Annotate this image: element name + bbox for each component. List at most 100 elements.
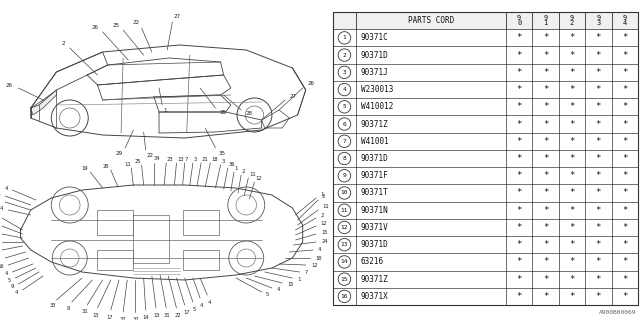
Text: *: *	[543, 33, 548, 42]
Text: *: *	[543, 102, 548, 111]
Text: *: *	[622, 137, 627, 146]
Text: *: *	[569, 68, 575, 77]
Bar	[182, 250, 218, 270]
Text: 5: 5	[193, 307, 196, 312]
Text: *: *	[569, 292, 575, 301]
Text: 3: 3	[221, 159, 225, 164]
Text: *: *	[596, 154, 601, 163]
Text: 11: 11	[249, 172, 256, 177]
Text: 8: 8	[67, 306, 70, 311]
Text: 22: 22	[132, 20, 140, 25]
Text: *: *	[596, 292, 601, 301]
Text: *: *	[596, 188, 601, 197]
Bar	[333, 150, 638, 167]
Bar	[182, 210, 218, 235]
Text: *: *	[516, 240, 522, 249]
Text: 4: 4	[200, 303, 204, 308]
Text: 35: 35	[219, 110, 226, 115]
Text: 13: 13	[177, 156, 183, 162]
Bar	[333, 98, 638, 116]
Text: *: *	[516, 223, 522, 232]
Text: 16: 16	[0, 264, 3, 269]
Text: 4: 4	[4, 186, 8, 190]
Bar	[333, 184, 638, 202]
Text: 90371N: 90371N	[361, 206, 388, 215]
Text: 9
0: 9 0	[517, 15, 521, 26]
Text: 90371Z: 90371Z	[361, 120, 388, 129]
Text: *: *	[622, 188, 627, 197]
Polygon shape	[31, 90, 56, 115]
Text: W41001: W41001	[361, 137, 388, 146]
Text: *: *	[516, 154, 522, 163]
Text: 2: 2	[242, 169, 245, 173]
Text: PARTS CORD: PARTS CORD	[408, 16, 454, 25]
Bar	[333, 116, 638, 133]
Text: *: *	[622, 154, 627, 163]
Text: *: *	[543, 257, 548, 267]
Text: 8: 8	[342, 156, 346, 161]
Text: 22: 22	[175, 313, 181, 318]
Text: 12: 12	[255, 176, 262, 181]
Bar	[333, 202, 638, 219]
Bar	[333, 253, 638, 270]
Text: *: *	[516, 51, 522, 60]
Text: 20: 20	[103, 164, 109, 169]
Text: 5: 5	[266, 292, 269, 297]
Text: *: *	[622, 257, 627, 267]
Bar	[333, 81, 638, 98]
Text: *: *	[622, 51, 627, 60]
Text: *: *	[622, 85, 627, 94]
Text: 13: 13	[340, 242, 348, 247]
Text: *: *	[596, 275, 601, 284]
Text: 90371Z: 90371Z	[361, 275, 388, 284]
Bar	[333, 236, 638, 253]
Text: *: *	[569, 171, 575, 180]
Text: 2: 2	[62, 41, 65, 46]
Text: *: *	[622, 223, 627, 232]
Text: 9
1: 9 1	[543, 15, 548, 26]
Text: *: *	[543, 275, 548, 284]
Bar	[333, 288, 638, 305]
Text: 27: 27	[290, 93, 297, 99]
Text: 36: 36	[228, 162, 235, 167]
Text: 28: 28	[246, 111, 253, 116]
Text: *: *	[596, 137, 601, 146]
Text: *: *	[569, 275, 575, 284]
Text: *: *	[543, 292, 548, 301]
Text: 25: 25	[112, 23, 119, 28]
Text: 26: 26	[307, 81, 314, 86]
Text: 1: 1	[298, 276, 301, 282]
Text: *: *	[569, 120, 575, 129]
Text: 9
2: 9 2	[570, 15, 574, 26]
Text: 4: 4	[276, 287, 280, 292]
Text: *: *	[516, 68, 522, 77]
Text: 63216: 63216	[361, 257, 384, 267]
Text: *: *	[622, 120, 627, 129]
Text: *: *	[622, 275, 627, 284]
Text: *: *	[543, 68, 548, 77]
Text: *: *	[516, 85, 522, 94]
Text: *: *	[516, 137, 522, 146]
Text: *: *	[569, 154, 575, 163]
Text: *: *	[516, 275, 522, 284]
Text: 11: 11	[322, 204, 329, 210]
Text: *: *	[543, 85, 548, 94]
Bar	[333, 12, 638, 29]
Text: *: *	[622, 292, 627, 301]
Text: *: *	[569, 223, 575, 232]
Text: 90371J: 90371J	[361, 68, 388, 77]
Text: 1: 1	[320, 192, 323, 197]
Text: *: *	[622, 171, 627, 180]
Text: 11: 11	[124, 162, 131, 166]
Text: 4: 4	[4, 271, 8, 276]
Text: *: *	[543, 240, 548, 249]
Bar	[333, 29, 638, 46]
Text: 12: 12	[321, 221, 327, 227]
Text: 90371F: 90371F	[361, 171, 388, 180]
Text: 35: 35	[218, 151, 225, 156]
Text: *: *	[543, 51, 548, 60]
Text: *: *	[516, 188, 522, 197]
Text: 7: 7	[185, 156, 188, 162]
Text: 34: 34	[154, 156, 161, 162]
Text: *: *	[569, 33, 575, 42]
